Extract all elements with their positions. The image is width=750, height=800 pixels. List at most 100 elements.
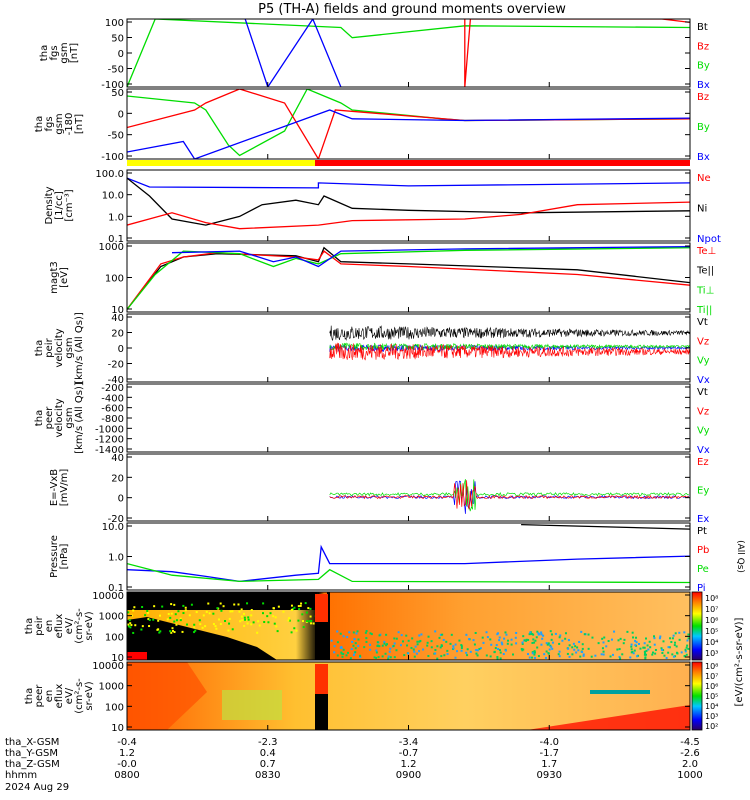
heatmap-cell xyxy=(282,610,285,613)
heatmap-cell xyxy=(601,637,604,640)
heatmap-cell xyxy=(299,604,302,607)
series-line-Pe xyxy=(127,562,690,584)
heatmap-cell xyxy=(605,645,608,648)
heatmap-cell xyxy=(662,649,665,652)
heatmap-cell xyxy=(173,603,176,606)
heatmap-cell xyxy=(498,636,501,639)
heatmap-cell xyxy=(392,644,395,647)
heatmap-bright-band xyxy=(315,594,328,622)
ylabel-line: tha xyxy=(39,45,50,61)
heatmap-cell xyxy=(413,655,416,658)
heatmap-cell xyxy=(498,639,501,642)
heatmap-cell xyxy=(450,633,453,636)
heatmap-cell xyxy=(336,630,339,633)
heatmap-cell xyxy=(533,650,536,653)
ylabel-line: velocity xyxy=(54,398,65,437)
heatmap-cell xyxy=(356,630,359,633)
heatmap-cell xyxy=(443,654,446,657)
ytick-label: 100 xyxy=(105,702,124,713)
heatmap-cell xyxy=(383,642,386,645)
colorbar-tick-label: 10⁵ xyxy=(705,627,718,636)
heatmap-cell xyxy=(228,622,231,625)
heatmap-cell xyxy=(342,652,345,655)
panel-fgs-gsm-zoom: 50 0 -50 -100 tha fgs gsm -180 [nT] Bz By Bx xyxy=(34,88,710,163)
heatmap-cell xyxy=(144,614,147,617)
legend-entry: Ti|| xyxy=(696,305,712,316)
heatmap-cell xyxy=(479,647,482,650)
ylabel-line: Pressure xyxy=(49,535,60,578)
heatmap-cell xyxy=(550,638,553,641)
ytick-label: 10000 xyxy=(92,661,124,672)
bottom-row-value: 0.4 xyxy=(260,748,276,759)
series-line-By xyxy=(127,89,690,157)
heatmap-cell xyxy=(547,642,550,645)
colorbar-tick-label: 10⁶ xyxy=(705,682,718,691)
heatmap-cell xyxy=(430,640,433,643)
heatmap-cell xyxy=(363,646,366,649)
heatmap-cell xyxy=(654,652,657,655)
heatmap-cell xyxy=(629,656,632,659)
heatmap-cell xyxy=(465,651,468,654)
heatmap-cell xyxy=(233,603,236,606)
heatmap-cell xyxy=(522,635,525,638)
ytick-label: 0.1 xyxy=(108,234,124,245)
heatmap-cell xyxy=(630,645,633,648)
heatmap-cell xyxy=(619,657,622,660)
heatmap-cell xyxy=(548,648,551,651)
heatmap-cell xyxy=(407,652,410,655)
heatmap-cell xyxy=(533,653,536,656)
colorbar-tick-label: 10⁷ xyxy=(705,605,718,614)
heatmap-cell xyxy=(204,625,207,628)
heatmap-cell xyxy=(357,638,360,641)
heatmap-cell xyxy=(686,639,689,642)
heatmap-cell xyxy=(336,654,339,657)
heatmap-corner xyxy=(127,652,147,660)
heatmap-cell xyxy=(645,649,648,652)
heatmap-cell xyxy=(261,612,264,615)
figure-title: P5 (TH-A) fields and ground moments over… xyxy=(258,2,566,17)
heatmap-cell xyxy=(568,655,571,658)
heatmap-cell xyxy=(576,646,579,649)
heatmap-cell xyxy=(359,654,362,657)
heatmap-cell xyxy=(369,632,372,635)
heatmap-cell xyxy=(534,639,537,642)
heatmap-cell xyxy=(182,612,185,615)
heatmap-cell xyxy=(653,643,656,646)
heatmap-cell xyxy=(449,642,452,645)
bottom-row-value: -4.5 xyxy=(680,737,700,748)
ylabel-line: gsm xyxy=(59,42,70,63)
heatmap-cell xyxy=(591,636,594,639)
heatmap-cell xyxy=(533,656,536,659)
heatmap-cell xyxy=(250,614,253,617)
heatmap-cell xyxy=(522,648,525,651)
heatmap-cell xyxy=(531,641,534,644)
ytick-label: 100 xyxy=(105,632,124,643)
heatmap-cell xyxy=(630,643,633,646)
bottom-row-value: 0830 xyxy=(255,770,280,781)
status-bar-yellow xyxy=(127,160,315,166)
heatmap-cell xyxy=(349,657,352,660)
heatmap-cell xyxy=(583,633,586,636)
heatmap-cell xyxy=(414,645,417,648)
heatmap-cell xyxy=(132,609,135,612)
heatmap-cell xyxy=(387,655,390,658)
heatmap-cell xyxy=(193,623,196,626)
heatmap-cell xyxy=(258,624,261,627)
series-line-Te⊥ xyxy=(127,250,690,310)
legend-entry: Vy xyxy=(697,356,710,367)
heatmap-cell xyxy=(175,623,178,626)
heatmap-cell xyxy=(310,622,313,625)
noise-trace xyxy=(329,480,689,510)
heatmap-cell xyxy=(475,652,478,655)
ytick-label: 1.0 xyxy=(108,212,124,223)
heatmap-cell xyxy=(194,629,197,632)
heatmap-cell xyxy=(354,647,357,650)
heatmap-cell xyxy=(540,643,543,646)
heatmap-cell xyxy=(245,619,248,622)
heatmap-cell xyxy=(482,641,485,644)
heatmap-cell xyxy=(300,602,303,605)
ylabel-line: tha xyxy=(24,688,35,704)
heatmap-cell xyxy=(179,619,182,622)
panel-frame xyxy=(126,453,691,522)
heatmap-cell xyxy=(622,642,625,645)
